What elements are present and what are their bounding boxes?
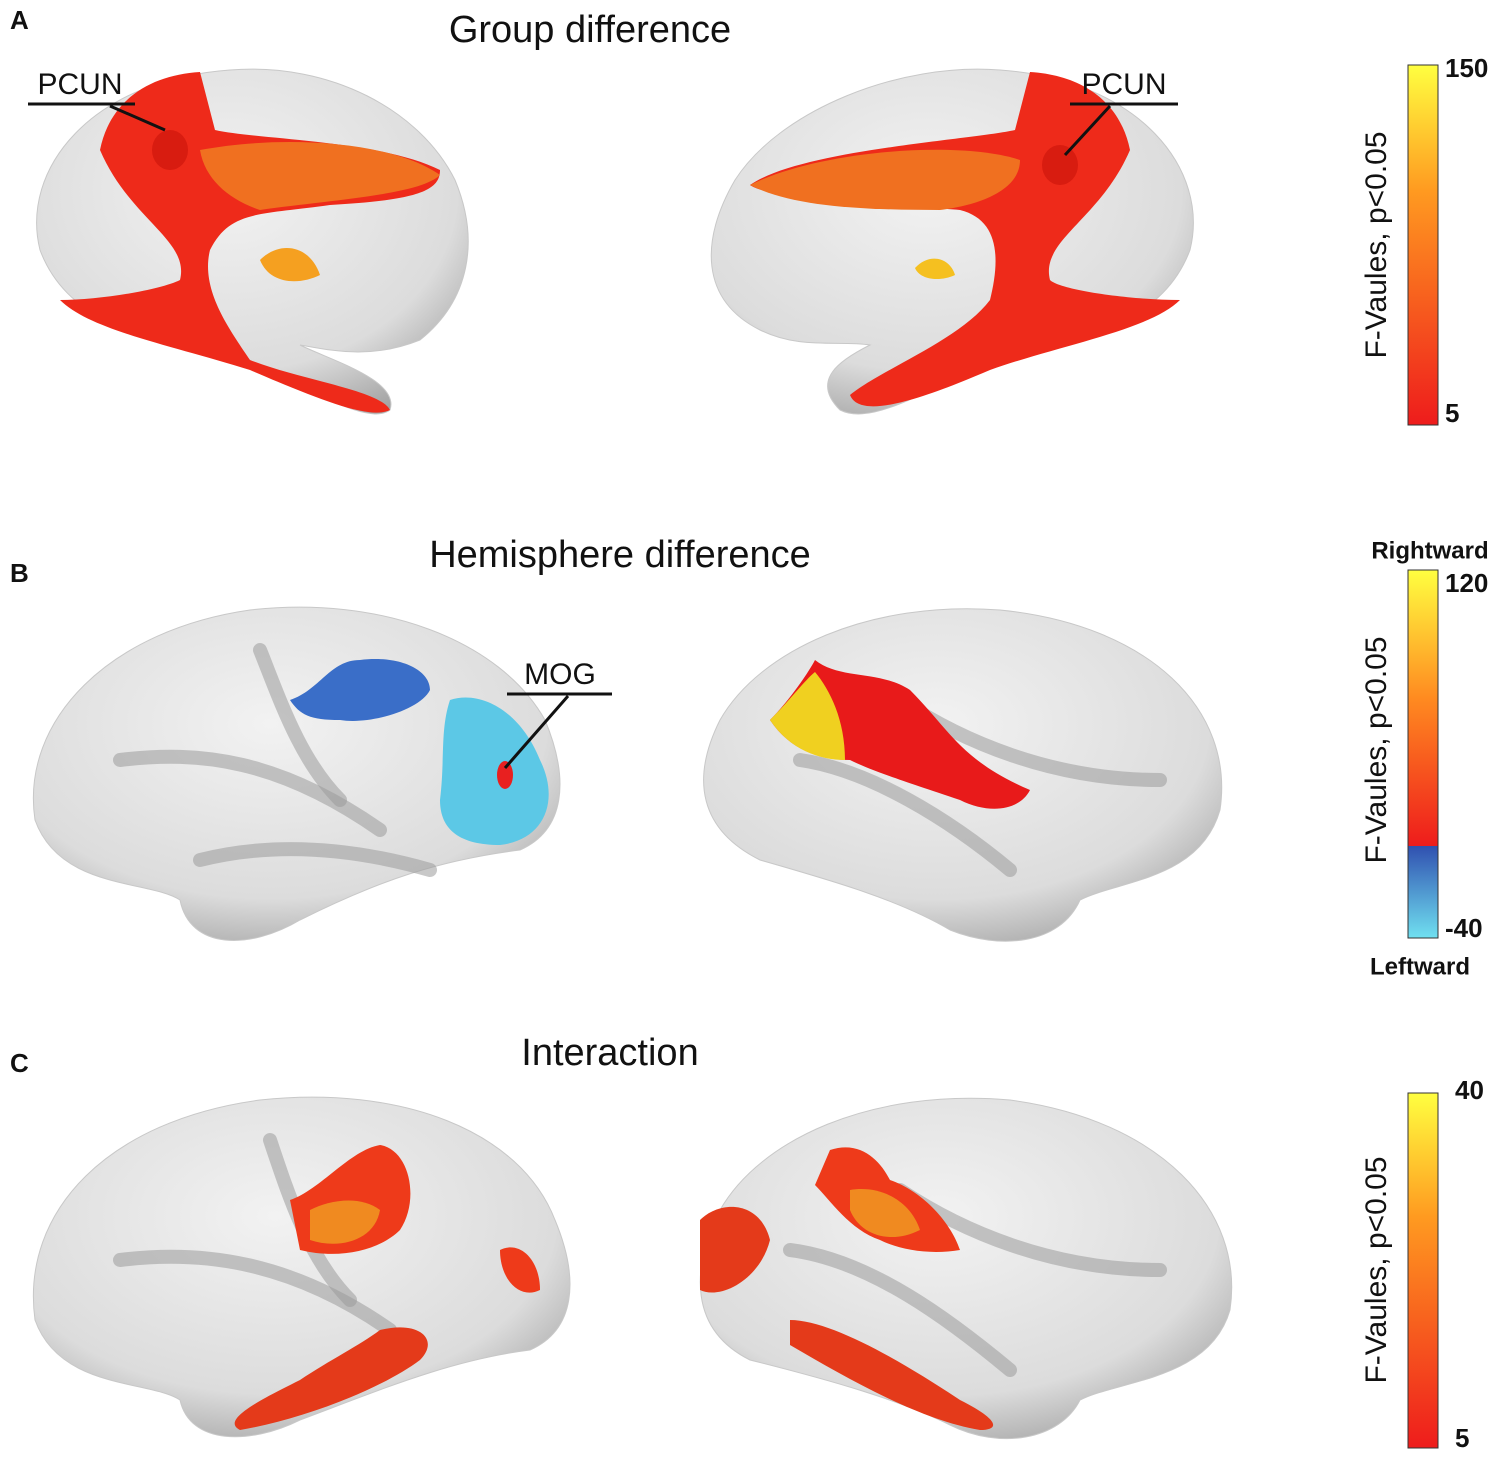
brain-left-lateral	[33, 1096, 571, 1438]
brain-right-lateral	[703, 608, 1223, 942]
colorbar-max: 150	[1445, 53, 1488, 83]
colorbar	[1407, 569, 1439, 939]
annotation: PCUN	[37, 68, 122, 101]
colorbar-title: F-Vaules, p<0.05	[1360, 1156, 1393, 1383]
colorbar-bottom-label: Leftward	[1370, 953, 1470, 980]
brain-right-lateral	[699, 1097, 1233, 1440]
annotation: MOG	[524, 658, 596, 691]
brain-left-medial	[36, 68, 469, 415]
colorbar-min: 5	[1445, 398, 1459, 428]
pointer	[503, 695, 570, 769]
pointer	[109, 104, 166, 132]
panel-title: Interaction	[521, 1032, 698, 1074]
colorbar-title: F-Vaules, p<0.05	[1360, 636, 1393, 863]
panel-label: C	[10, 1048, 29, 1078]
panel-label: B	[10, 558, 29, 588]
colorbar-title: F-Vaules, p<0.05	[1360, 131, 1393, 358]
annotation: PCUN	[1081, 68, 1166, 101]
pointer	[1063, 104, 1112, 157]
colorbar-min: -40	[1445, 913, 1483, 943]
colorbar	[1407, 64, 1439, 426]
colorbar-max: 120	[1445, 568, 1488, 598]
colorbar-max: 40	[1455, 1075, 1484, 1105]
brain-left-lateral	[33, 606, 561, 941]
brain-right-medial	[710, 68, 1194, 415]
panel-title: Hemisphere difference	[429, 534, 811, 576]
colorbar-top-label: Rightward	[1371, 537, 1488, 564]
colorbar	[1407, 1092, 1439, 1449]
panel-label: A	[10, 5, 29, 35]
colorbar-min: 5	[1455, 1423, 1469, 1453]
panel-title: Group difference	[449, 9, 731, 51]
